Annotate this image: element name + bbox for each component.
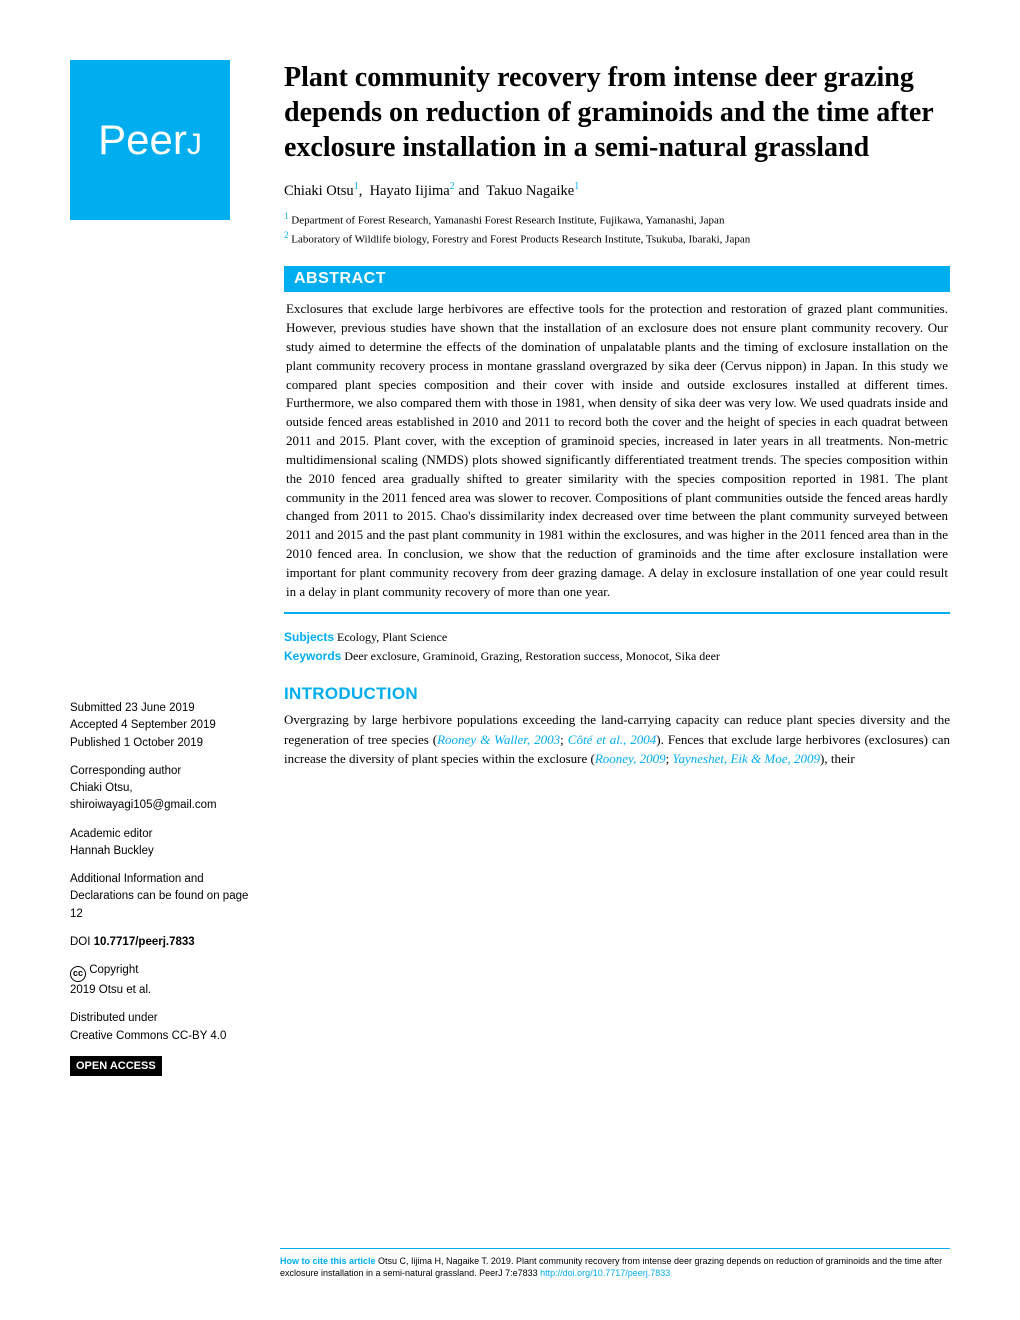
meta-additional: Additional Information and Declarations … <box>70 871 260 923</box>
doi-value: 10.7717/peerj.7833 <box>94 936 195 948</box>
keywords-text: Deer exclosure, Graminoid, Grazing, Rest… <box>344 649 720 663</box>
footer-citation: How to cite this article Otsu C, Iijima … <box>280 1248 950 1280</box>
cite-cote[interactable]: Côté et al., 2004 <box>568 732 657 747</box>
aff-2-sup: 2 <box>284 230 289 240</box>
affiliation-2: 2 Laboratory of Wildlife biology, Forest… <box>284 229 950 248</box>
meta-dates: Submitted 23 June 2019 Accepted 4 Septem… <box>70 700 260 752</box>
aff-2-text: Laboratory of Wildlife biology, Forestry… <box>291 234 750 246</box>
affiliations-list: 1 Department of Forest Research, Yamanas… <box>284 210 950 248</box>
author-3: Takuo Nagaike <box>486 183 574 199</box>
submitted-label: Submitted <box>70 702 122 714</box>
peerj-logo: PeerJ <box>70 60 230 220</box>
sidebar: PeerJ Submitted 23 June 2019 Accepted 4 … <box>70 60 260 1076</box>
published-label: Published <box>70 737 121 749</box>
copyright-label: Copyright <box>89 964 138 976</box>
meta-distributed: Distributed under Creative Commons CC-BY… <box>70 1010 260 1045</box>
doi-label: DOI <box>70 936 90 948</box>
author-2-sup: 2 <box>450 181 455 192</box>
copyright-value: 2019 Otsu et al. <box>70 984 151 996</box>
meta-copyright: cc Copyright 2019 Otsu et al. <box>70 962 260 999</box>
cite-rooney-waller[interactable]: Rooney & Waller, 2003 <box>437 732 560 747</box>
keywords-label: Keywords <box>284 649 341 663</box>
distributed-label: Distributed under <box>70 1012 158 1024</box>
subjects-label: Subjects <box>284 630 334 644</box>
corresponding-label: Corresponding author <box>70 765 181 777</box>
meta-editor: Academic editor Hannah Buckley <box>70 826 260 861</box>
distributed-value: Creative Commons CC-BY 4.0 <box>70 1030 226 1042</box>
intro-heading: INTRODUCTION <box>284 684 950 704</box>
published-value: 1 October 2019 <box>124 737 203 749</box>
footer-cite-label: How to cite this article <box>280 1256 376 1266</box>
accepted-value: 4 September 2019 <box>121 719 216 731</box>
cite-rooney[interactable]: Rooney, 2009 <box>595 751 666 766</box>
accepted-label: Accepted <box>70 719 118 731</box>
author-1: Chiaki Otsu <box>284 183 354 199</box>
keywords-row: Keywords Deer exclosure, Graminoid, Graz… <box>284 647 950 666</box>
meta-corresponding: Corresponding author Chiaki Otsu, shiroi… <box>70 763 260 815</box>
aff-1-text: Department of Forest Research, Yamanashi… <box>291 214 724 226</box>
open-access-badge: OPEN ACCESS <box>70 1056 162 1077</box>
corresponding-email: shiroiwayagi105@gmail.com <box>70 799 217 811</box>
article-meta: Submitted 23 June 2019 Accepted 4 Septem… <box>70 700 260 1076</box>
editor-name: Hannah Buckley <box>70 845 154 857</box>
abstract-text: Exclosures that exclude large herbivores… <box>284 292 950 614</box>
aff-1-sup: 1 <box>284 211 289 221</box>
author-2: Hayato Iijima <box>370 183 450 199</box>
abstract-heading: ABSTRACT <box>284 266 950 292</box>
intro-text-3: ), their <box>820 751 855 766</box>
main-content: Plant community recovery from intense de… <box>284 60 950 1076</box>
author-3-sup: 1 <box>574 181 579 192</box>
footer-doi[interactable]: http://doi.org/10.7717/peerj.7833 <box>540 1268 670 1278</box>
cite-yayneshet[interactable]: Yayneshet, Eik & Moe, 2009 <box>672 751 820 766</box>
editor-label: Academic editor <box>70 828 152 840</box>
meta-doi: DOI 10.7717/peerj.7833 <box>70 934 260 951</box>
corresponding-name: Chiaki Otsu, <box>70 782 133 794</box>
subjects-keywords: Subjects Ecology, Plant Science Keywords… <box>284 628 950 666</box>
authors-list: Chiaki Otsu1, Hayato Iijima2 and Takuo N… <box>284 181 950 200</box>
page-container: PeerJ Submitted 23 June 2019 Accepted 4 … <box>70 60 950 1076</box>
author-1-sup: 1 <box>354 181 359 192</box>
cc-icon: cc <box>70 966 86 982</box>
logo-text: PeerJ <box>98 116 202 164</box>
subjects-row: Subjects Ecology, Plant Science <box>284 628 950 647</box>
intro-sep-1: ; <box>560 732 568 747</box>
affiliation-1: 1 Department of Forest Research, Yamanas… <box>284 210 950 229</box>
subjects-text: Ecology, Plant Science <box>337 630 447 644</box>
intro-paragraph: Overgrazing by large herbivore populatio… <box>284 710 950 769</box>
submitted-value: 23 June 2019 <box>125 702 195 714</box>
article-title: Plant community recovery from intense de… <box>284 60 950 165</box>
meta-open-access: OPEN ACCESS <box>70 1056 260 1077</box>
